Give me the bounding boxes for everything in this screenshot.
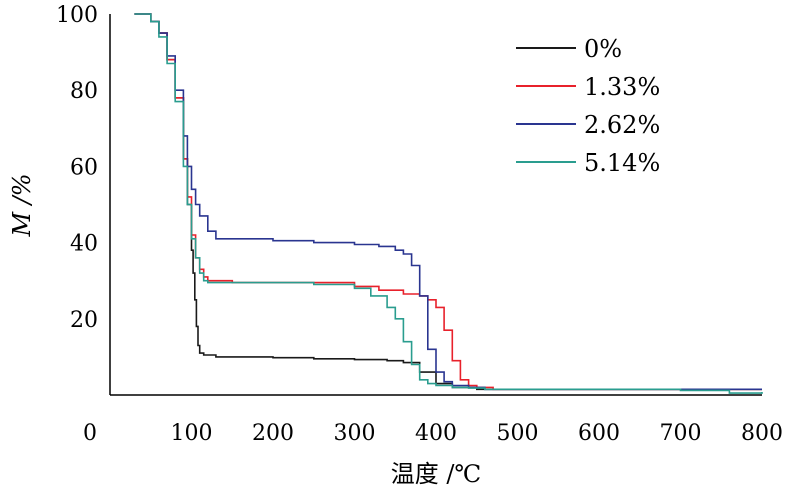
y-tick-label: 20 — [70, 308, 98, 333]
series-layer — [134, 13, 763, 394]
legend-label: 1.33% — [584, 73, 660, 101]
x-tick-label: 0 — [83, 421, 97, 446]
series-line — [134, 13, 762, 391]
x-tick-label: 700 — [660, 421, 702, 446]
series-line — [134, 13, 763, 394]
x-tick-label: 800 — [741, 421, 783, 446]
y-tick-label: 80 — [70, 79, 98, 104]
x-tick-label: 100 — [171, 421, 213, 446]
y-axis-title: M /% — [8, 173, 36, 237]
legend-label: 0% — [584, 35, 622, 63]
plot-area — [109, 14, 762, 396]
legend: 0% 1.33% 2.62% 5.14% — [516, 35, 660, 177]
x-tick-label: 300 — [334, 421, 376, 446]
series-line — [134, 13, 762, 391]
y-tick-label: 100 — [56, 3, 98, 28]
legend-label: 5.14% — [584, 149, 660, 177]
y-tick-label: 60 — [70, 155, 98, 180]
x-tick-label: 600 — [578, 421, 620, 446]
tick-layer: 0 100 200 300 400 500 600 700 800 20 40 60 80 100 — [56, 3, 783, 446]
x-tick-label: 200 — [252, 421, 294, 446]
x-axis-title: 温度 /℃ — [391, 460, 482, 488]
x-tick-label: 400 — [415, 421, 457, 446]
x-tick-label: 500 — [497, 421, 539, 446]
legend-label: 2.62% — [584, 111, 660, 139]
series-line — [134, 13, 762, 391]
y-tick-label: 40 — [70, 232, 98, 257]
